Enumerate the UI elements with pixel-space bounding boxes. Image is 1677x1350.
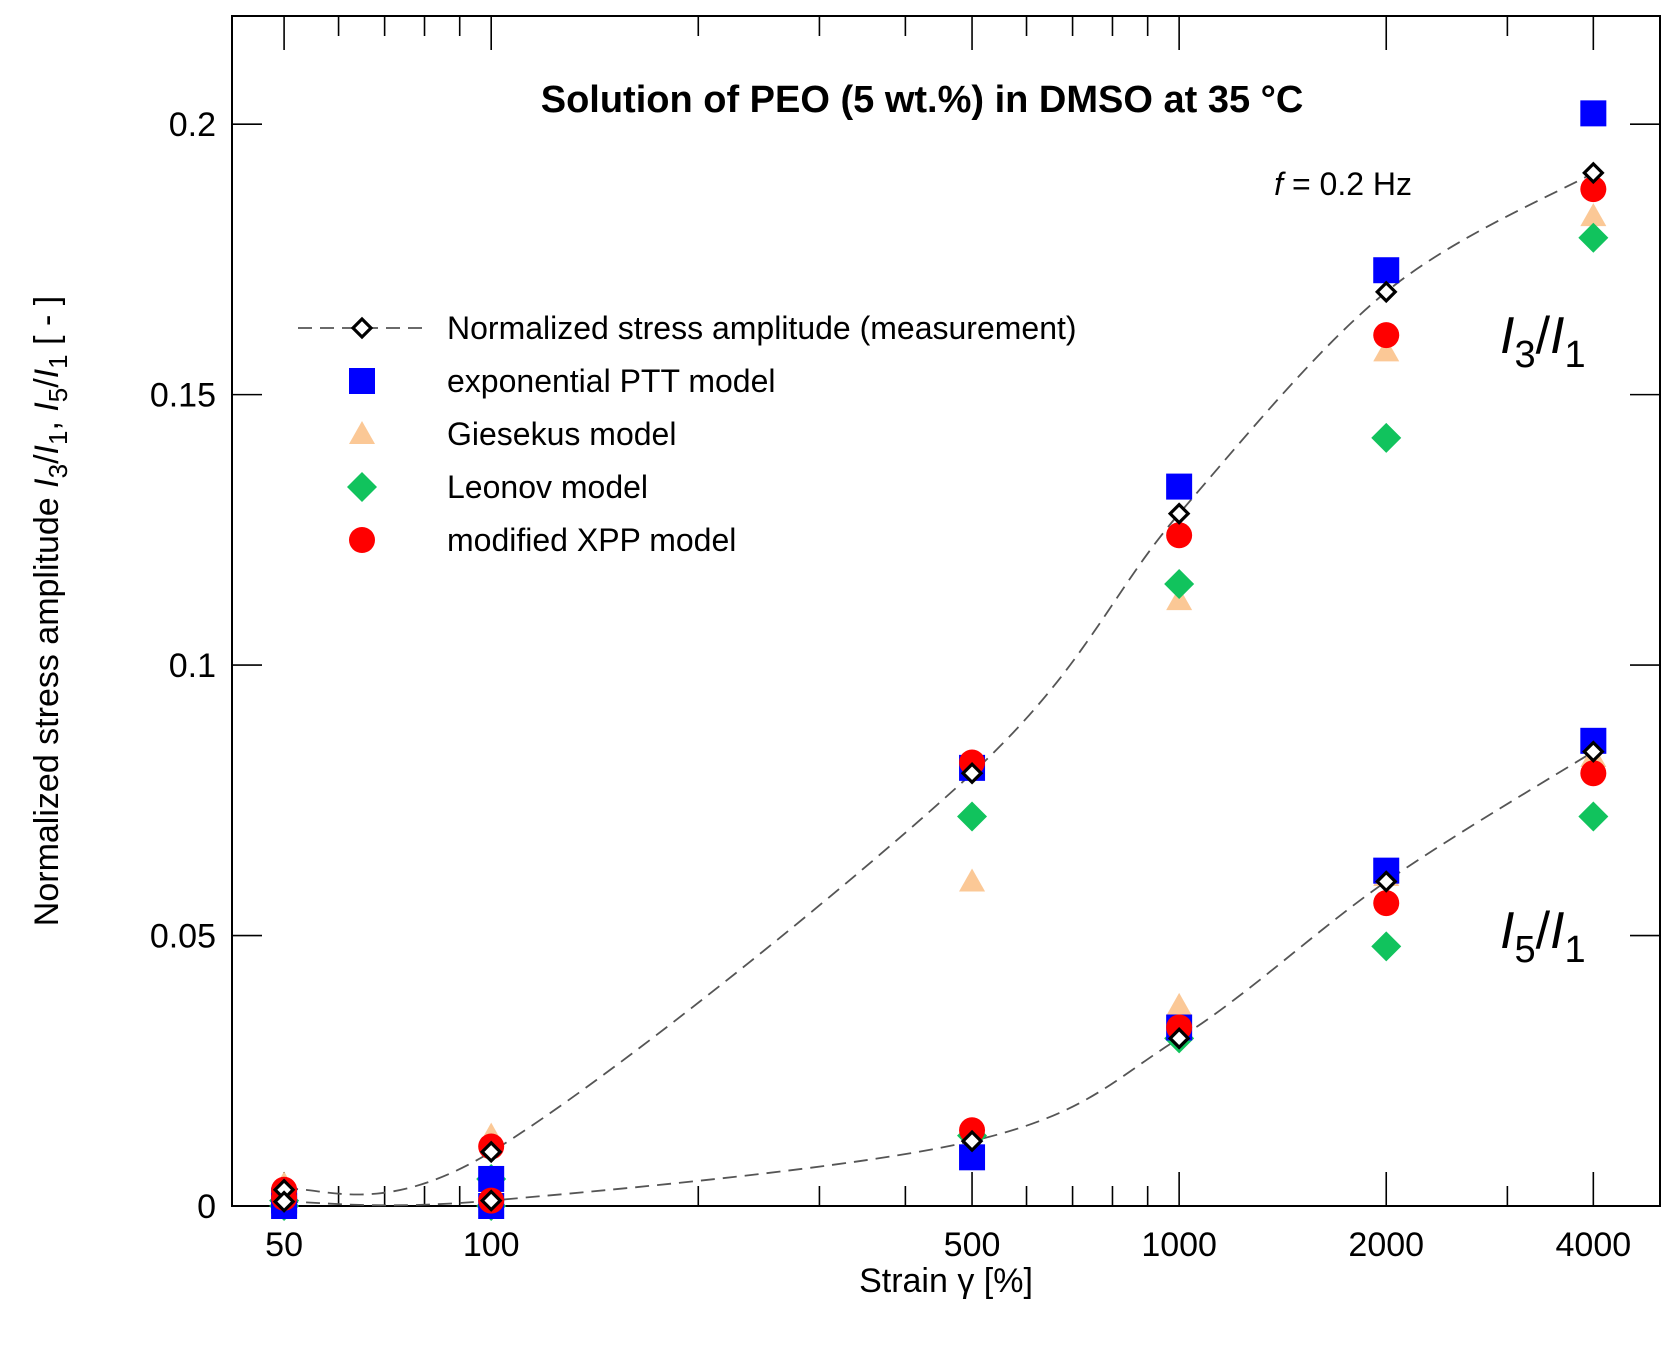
marker-triangle-i3-i1: [1373, 338, 1400, 362]
plot-frame: [231, 15, 1661, 1207]
marker-open-diamond-i5-i1: [1582, 740, 1605, 763]
marker-circle-i3-i1: [1373, 322, 1400, 349]
x-tick-label: 500: [944, 1226, 1001, 1264]
legend-marker-circle: [349, 527, 375, 553]
marker-open-diamond-i5-i1: [479, 1189, 503, 1212]
marker-open-diamond-i5-i1: [1167, 1027, 1191, 1050]
marker-square-i3-i1: [1166, 473, 1193, 500]
marker-diamond-i5-i1: [1371, 931, 1402, 962]
chart-title: Solution of PEO (5 wt.%) in DMSO at 35 °…: [541, 79, 1304, 121]
marker-circle-i3-i1: [1166, 522, 1193, 549]
x-axis-label: Strain γ [%]: [859, 1262, 1033, 1300]
marker-open-diamond-i3-i1: [479, 1140, 503, 1164]
legend-label: modified XPP model: [447, 522, 736, 558]
marker-diamond-i3-i1: [1371, 422, 1402, 453]
legend-label: Normalized stress amplitude (measurement…: [447, 310, 1077, 346]
marker-open-diamond-i3-i1: [960, 762, 984, 785]
marker-open-diamond-i3-i1: [1582, 161, 1605, 185]
legend-marker-square: [349, 368, 375, 394]
x-tick-label: 4000: [1556, 1226, 1632, 1264]
marker-open-diamond-i5-i1: [272, 1190, 296, 1213]
marker-diamond-i3-i1: [1164, 568, 1195, 599]
y-tick-label: 0.1: [169, 647, 216, 685]
y-tick-label: 0.15: [150, 377, 216, 415]
marker-triangle-i3-i1: [1580, 203, 1607, 227]
curve-label: I5/I1: [1500, 902, 1586, 971]
marker-triangle-i3-i1: [959, 868, 986, 892]
marker-circle-i3-i1: [1580, 176, 1607, 203]
marker-triangle-i5-i1: [1166, 992, 1193, 1016]
x-tick-label: 1000: [1141, 1226, 1217, 1264]
marker-diamond-i3-i1: [957, 801, 988, 832]
legend-label: Giesekus model: [447, 416, 676, 452]
legend-marker-triangle: [349, 421, 375, 444]
marker-open-diamond-i5-i1: [1374, 870, 1398, 893]
y-tick-label: 0: [197, 1188, 216, 1226]
legend-marker-open-diamond: [350, 316, 374, 340]
curve-label: I3/I1: [1500, 307, 1586, 376]
marker-open-diamond-i3-i1: [1374, 280, 1398, 304]
frequency-annotation: f = 0.2 Hz: [1274, 166, 1412, 202]
marker-square-i3-i1: [1373, 257, 1400, 284]
curve-labels: I3/I1 I5/I1: [1500, 307, 1586, 971]
legend-label: exponential PTT model: [447, 363, 775, 399]
legend-label: Leonov model: [447, 469, 648, 505]
marker-open-diamond-i5-i1: [960, 1129, 984, 1153]
marker-square-i3-i1: [1580, 100, 1607, 127]
marker-open-diamond-i3-i1: [1167, 502, 1191, 525]
trend-line-i5-i1: [284, 750, 1594, 1207]
axis-ticks: [232, 16, 1661, 1207]
tick-labels: 50 100 500 1000 2000 4000 0 0.05 0.1 0.15 0.2: [150, 106, 1631, 1264]
y-axis-label: Normalized stress amplitude I3/I1, I5/I1…: [28, 296, 73, 926]
marker-circle-i5-i1: [1373, 890, 1400, 917]
legend-marker-diamond: [347, 472, 377, 502]
y-tick-label: 0.05: [150, 918, 216, 956]
x-tick-label: 100: [463, 1226, 520, 1264]
data-markers: [269, 100, 1609, 1221]
marker-diamond-i5-i1: [1578, 801, 1609, 832]
y-tick-label: 0.2: [169, 106, 216, 144]
legend: Normalized stress amplitude (measurement…: [298, 310, 1077, 558]
marker-circle-i5-i1: [1580, 760, 1607, 787]
x-tick-label: 2000: [1348, 1226, 1424, 1264]
marker-diamond-i3-i1: [1578, 222, 1609, 253]
x-tick-label: 50: [265, 1226, 303, 1264]
